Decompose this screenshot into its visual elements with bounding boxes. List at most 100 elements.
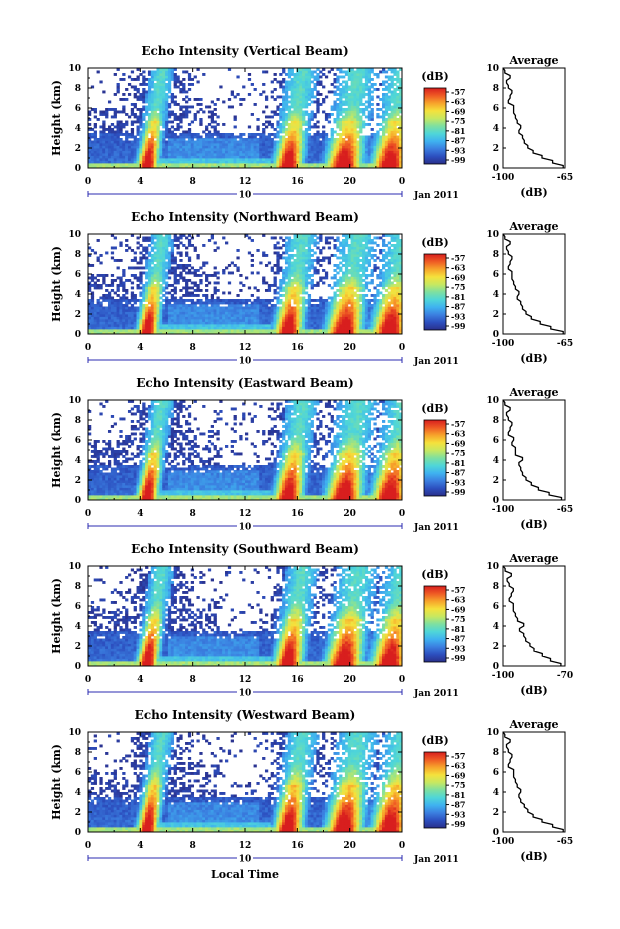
- heatmap-cell: [356, 113, 360, 116]
- heatmap-cell: [359, 85, 363, 89]
- heatmap-cell: [167, 160, 172, 164]
- heatmap-cell: [225, 326, 229, 330]
- heatmap-cell: [167, 329, 172, 332]
- heatmap-cell: [162, 264, 166, 267]
- heatmap-cell: [142, 118, 146, 121]
- heatmap-cell: [207, 140, 212, 144]
- heatmap-cell: [302, 264, 306, 267]
- heatmap-cell: [96, 311, 100, 315]
- heatmap-cell: [110, 163, 115, 166]
- heatmap-cell: [159, 90, 163, 94]
- heatmap-cell: [133, 311, 137, 315]
- heatmap-cell: [207, 324, 212, 327]
- heatmap-cell: [125, 138, 129, 141]
- heatmap-cell: [187, 324, 192, 327]
- heatmap-cell: [173, 326, 177, 330]
- heatmap-cell: [396, 155, 400, 159]
- heatmap-cell: [147, 301, 152, 305]
- heatmap-cell: [88, 286, 92, 290]
- heatmap-cell: [93, 115, 97, 119]
- heatmap-cell: [142, 291, 146, 295]
- heatmap-cell: [247, 311, 252, 315]
- heatmap-cell: [173, 309, 177, 312]
- heatmap-cell: [279, 319, 283, 322]
- heatmap-cell: [316, 133, 320, 136]
- heatmap-cell: [150, 130, 155, 134]
- heatmap-cell: [384, 110, 389, 114]
- heatmap-cell: [296, 254, 300, 257]
- heatmap-cell: [142, 319, 146, 322]
- heatmap-cell: [296, 309, 300, 312]
- heatmap-cell: [296, 163, 300, 166]
- heatmap-cell: [233, 140, 237, 144]
- heatmap-cell: [142, 316, 146, 320]
- profile-y-tick-label: 10: [486, 64, 499, 74]
- heatmap-cell: [176, 326, 180, 330]
- heatmap-cell: [302, 251, 306, 255]
- heatmap-cell: [350, 73, 354, 76]
- heatmap-cell: [173, 329, 177, 332]
- heatmap-cell: [247, 158, 252, 161]
- heatmap-cell: [190, 291, 195, 295]
- heatmap-cell: [324, 304, 329, 307]
- heatmap-cell: [125, 321, 129, 325]
- heatmap-cell: [293, 234, 297, 237]
- heatmap-cell: [327, 158, 332, 161]
- heatmap-cell: [324, 153, 329, 156]
- heatmap-cell: [130, 259, 135, 262]
- heatmap-cell: [173, 163, 177, 166]
- heatmap-cell: [199, 150, 203, 154]
- heatmap-cell: [296, 148, 300, 151]
- heatmap-cell: [304, 78, 309, 81]
- heatmap-cell: [330, 306, 334, 310]
- heatmap-cell: [136, 90, 140, 94]
- heatmap-cell: [393, 100, 397, 104]
- heatmap-cell: [150, 279, 155, 282]
- heatmap-cell: [142, 98, 146, 101]
- heatmap-cell: [173, 234, 177, 237]
- heatmap-cell: [267, 163, 272, 166]
- heatmap-cell: [159, 311, 163, 315]
- heatmap-cell: [284, 319, 289, 322]
- heatmap-cell: [196, 289, 200, 292]
- heatmap-cell: [110, 133, 115, 136]
- heatmap-cell: [293, 95, 297, 99]
- heatmap-cell: [147, 266, 152, 270]
- heatmap-cell: [367, 73, 371, 76]
- heatmap-cell: [216, 331, 220, 335]
- heatmap-cell: [367, 123, 371, 126]
- heatmap-cell: [245, 299, 249, 302]
- heatmap-cell: [122, 269, 126, 272]
- heatmap-cell: [219, 329, 223, 332]
- heatmap-cell: [284, 83, 289, 86]
- heatmap-cell: [382, 118, 386, 121]
- heatmap-cell: [147, 155, 152, 159]
- heatmap-cell: [182, 286, 186, 290]
- heatmap-cell: [136, 326, 140, 330]
- heatmap-cell: [382, 98, 386, 101]
- heatmap-cell: [145, 93, 149, 96]
- heatmap-cell: [373, 88, 377, 91]
- heatmap-cell: [379, 163, 383, 166]
- heatmap-cell: [216, 296, 220, 300]
- heatmap-cell: [327, 160, 332, 164]
- heatmap-cell: [210, 294, 214, 297]
- heatmap-cell: [333, 153, 337, 156]
- heatmap-cell: [264, 331, 269, 335]
- heatmap-cell: [287, 105, 292, 109]
- heatmap-cell: [353, 135, 357, 139]
- heatmap-cell: [302, 269, 306, 272]
- heatmap-cell: [350, 85, 354, 89]
- heatmap-cell: [153, 241, 157, 245]
- heatmap-cell: [176, 309, 180, 312]
- heatmap-cell: [105, 329, 109, 332]
- heatmap-cell: [159, 261, 163, 265]
- heatmap-cell: [150, 306, 155, 310]
- heatmap-cell: [359, 70, 363, 74]
- heatmap-cell: [222, 311, 226, 315]
- heatmap-cell: [187, 279, 192, 282]
- heatmap-cell: [130, 274, 135, 277]
- heatmap-cell: [173, 100, 177, 104]
- heatmap-cell: [296, 271, 300, 275]
- heatmap-cell: [353, 130, 357, 134]
